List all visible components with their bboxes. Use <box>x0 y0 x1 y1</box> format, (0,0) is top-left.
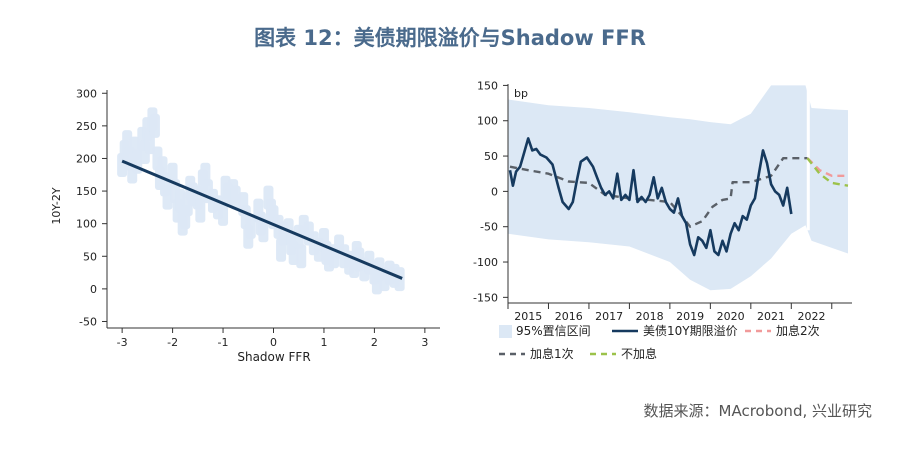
legend-swatch-band <box>499 325 512 338</box>
source-note: 数据来源：MAcrobond, 兴业研究 <box>643 402 872 420</box>
term-premium-y-tick-label: -50 <box>480 221 498 234</box>
legend-label: 不加息 <box>621 346 657 361</box>
scatter-point <box>245 214 256 239</box>
legend-label: 加息1次 <box>530 346 574 361</box>
term-premium-ylabel: bp <box>514 87 528 100</box>
term-premium-x-tick-label: 2019 <box>676 310 704 323</box>
series-line-dash_pink <box>806 157 848 177</box>
legend-label: 美债10Y期限溢价 <box>643 324 738 338</box>
term-premium-x-tick-label: 2017 <box>595 310 623 323</box>
scatter-chart: 300 250 200 150 100 50 0 -50 -3 -2 -1 0 1 2 3 10Y-2Y S… <box>50 87 440 364</box>
scatter-x-tick-label: 0 <box>270 336 277 349</box>
scatter-x-tick-label: -3 <box>117 336 128 349</box>
term-premium-y-tick-label: 0 <box>491 185 498 198</box>
scatter-x-tick-label: 2 <box>371 336 378 349</box>
term-premium-x-tick-label: 2016 <box>555 310 583 323</box>
term-premium-x-tick-label: 2015 <box>514 310 542 323</box>
term-premium-x-tick-label: 2022 <box>798 310 826 323</box>
scatter-x-tick-label: -2 <box>167 336 178 349</box>
scatter-x-tick-label: 3 <box>421 336 428 349</box>
term-premium-x-tick-label: 2020 <box>717 310 745 323</box>
scatter-point <box>394 267 405 292</box>
series-line-dash_grey <box>509 157 808 228</box>
scatter-y-tick-label: 100 <box>76 218 97 231</box>
series-line-solid <box>508 137 793 257</box>
scatter-points <box>117 107 405 295</box>
scatter-x-tick-label: 1 <box>320 336 327 349</box>
term-premium-x-tick-label: 2018 <box>636 310 664 323</box>
scatter-point <box>149 113 160 138</box>
scatter-xlabel: Shadow FFR <box>237 350 310 364</box>
fit-line-group <box>121 159 403 280</box>
figure-title: 图表 12：美债期限溢价与Shadow FFR <box>254 26 646 50</box>
scatter-point <box>218 201 229 226</box>
scatter-y-tick-label: 150 <box>76 185 97 198</box>
term-premium-y-tick-label: 150 <box>477 79 498 92</box>
scatter-ylabel: 10Y-2Y <box>50 187 63 224</box>
scatter-y-tick-label: 300 <box>76 87 97 100</box>
term-premium-y-tick-label: -150 <box>473 291 498 304</box>
scatter-y-tick-label: 200 <box>76 152 97 165</box>
scatter-point <box>162 185 173 210</box>
scatter-point <box>195 198 206 223</box>
scatter-y-tick-label: 0 <box>90 283 97 296</box>
term-premium-y-tick-label: 50 <box>484 150 498 163</box>
term-premium-y-tick-label: 100 <box>477 115 498 128</box>
scatter-point <box>230 185 241 210</box>
legend-label: 加息2次 <box>776 323 820 338</box>
fit-line <box>121 159 403 280</box>
scatter-x-tick-label: -1 <box>218 336 229 349</box>
scatter-point <box>296 244 307 269</box>
scatter-y-tick-label: 250 <box>76 120 97 133</box>
scatter-y-tick-label: 50 <box>83 250 97 263</box>
confidence-band <box>508 85 848 291</box>
scatter-point <box>258 218 269 243</box>
scatter-y-tick-label: -50 <box>79 315 97 328</box>
legend-label: 95%置信区间 <box>516 324 591 338</box>
series-line-dash_green <box>806 157 849 187</box>
term-premium-y-tick-label: -100 <box>473 256 498 269</box>
term-premium-x-tick-label: 2021 <box>757 310 785 323</box>
